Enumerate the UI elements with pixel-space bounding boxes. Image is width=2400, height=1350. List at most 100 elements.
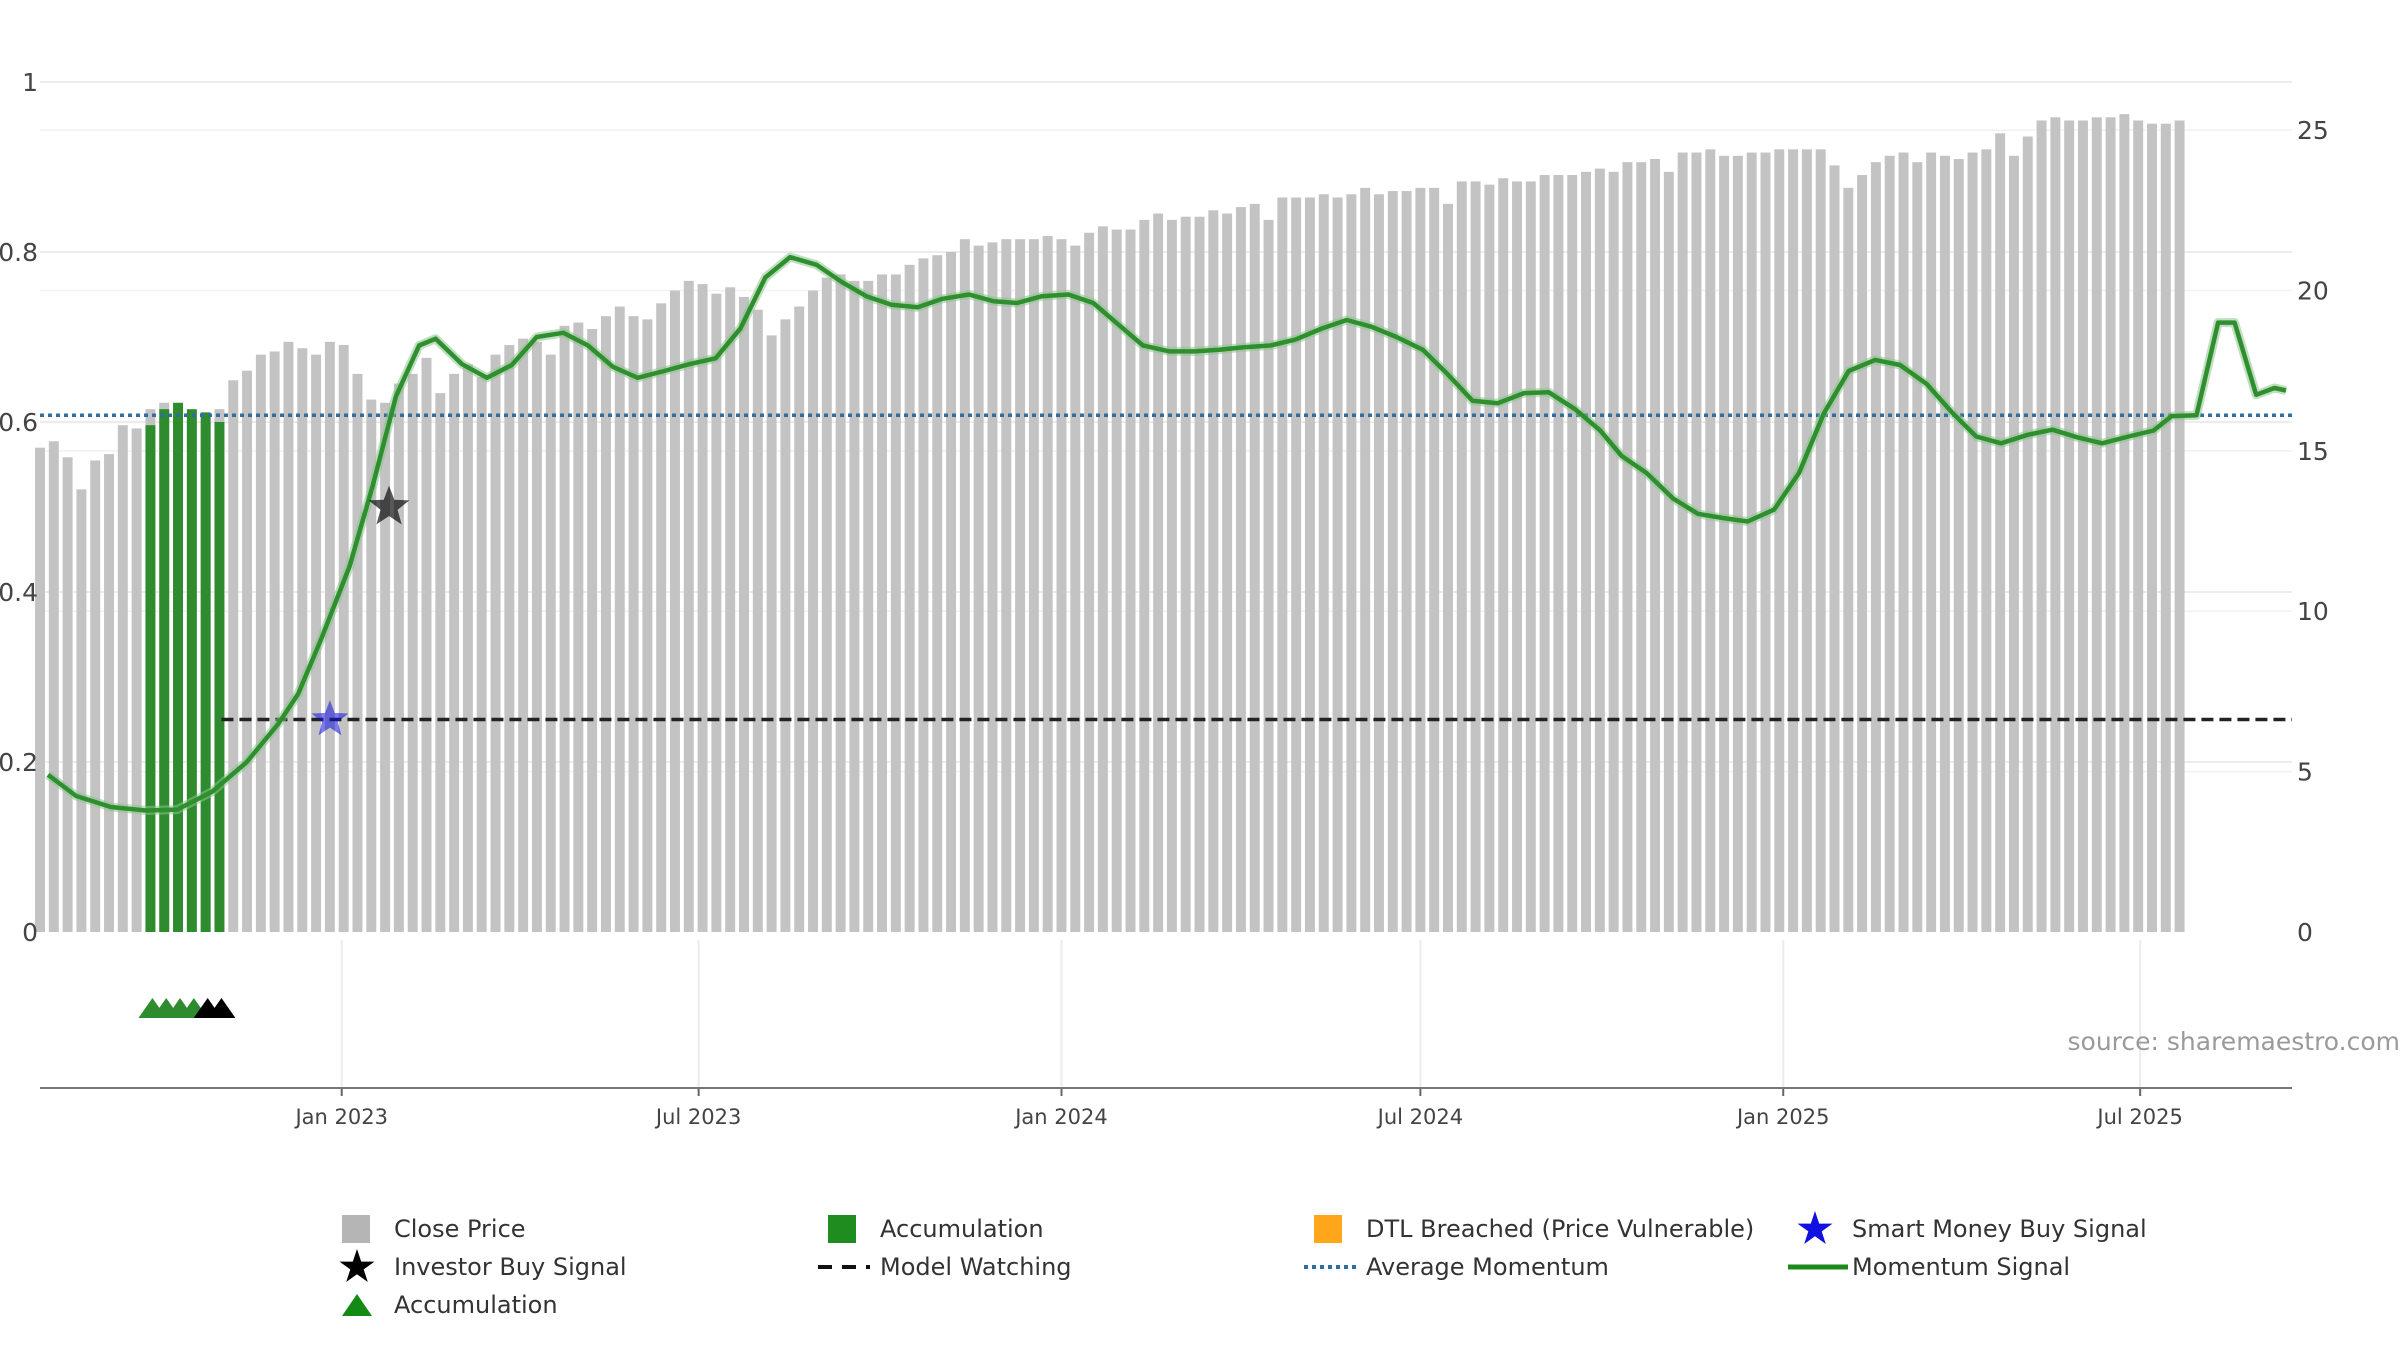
close-price-bar: [131, 428, 142, 932]
x-tick-label: Jan 2024: [1013, 1105, 1108, 1129]
close-price-bar: [1153, 213, 1164, 933]
close-price-bar: [1843, 187, 1854, 932]
close-price-bar: [877, 274, 888, 932]
investor-buy-star-icon: [368, 485, 410, 525]
close-price-bar: [1967, 152, 1978, 932]
legend-item-accumulation-marker: Accumulation: [330, 1286, 558, 1324]
right-tick-label: 0: [2297, 918, 2313, 947]
close-price-bar: [766, 335, 777, 932]
close-price-bar: [2078, 120, 2088, 933]
legend-item-investor-buy: Investor Buy Signal: [330, 1248, 627, 1286]
momentum-signal-line: [46, 254, 2287, 813]
close-price-bar: [1815, 149, 1826, 932]
accumulation-triangle-icon: [330, 1286, 384, 1324]
accumulation-bar: [186, 409, 197, 932]
accumulation-bars: [145, 402, 225, 933]
close-price-bar: [1015, 239, 1026, 933]
signal-lines: [40, 252, 2292, 815]
close-price-bar: [1484, 184, 1495, 933]
x-tick-label: Jul 2025: [2095, 1105, 2182, 1129]
legend-label: DTL Breached (Price Vulnerable): [1366, 1215, 1755, 1243]
close-price-bar: [504, 345, 515, 932]
close-price-bar: [2050, 117, 2061, 932]
close-price-bar: [324, 341, 335, 933]
close-price-bar: [1332, 197, 1343, 933]
close-price-bar: [117, 425, 128, 932]
close-price-bar: [849, 280, 860, 932]
close-price-bar: [297, 348, 308, 932]
close-price-bar: [1663, 171, 1674, 932]
accumulation-bar: [173, 402, 184, 932]
close-price-bar: [1125, 229, 1136, 932]
close-price-bar: [1180, 216, 1191, 932]
right-tick-label: 10: [2297, 597, 2329, 626]
close-price-bar: [1719, 155, 1730, 933]
close-price-bar: [1608, 171, 1619, 932]
accumulation-bar: [159, 409, 170, 932]
legend: Close Price Accumulation DTL Breached (P…: [330, 1210, 2230, 1340]
close-price-bar: [1981, 149, 1992, 932]
close-price-bar: [1953, 158, 1964, 932]
accumulation-bar: [214, 422, 225, 932]
close-price-bar: [808, 290, 818, 932]
legend-label: Investor Buy Signal: [394, 1253, 627, 1281]
close-price-bar: [2064, 120, 2075, 933]
close-price-bar: [1318, 194, 1329, 932]
model-watching-dash-icon: [816, 1248, 870, 1286]
close-price-bar: [490, 354, 501, 933]
right-tick-label: 25: [2297, 116, 2329, 145]
close-price-bar: [228, 380, 239, 932]
close-price-bar: [1898, 152, 1909, 932]
close-price-bar: [1525, 181, 1536, 932]
close-price-bar: [393, 383, 404, 933]
close-price-bar: [656, 303, 667, 932]
close-price-bar: [2174, 120, 2185, 933]
legend-label: Momentum Signal: [1852, 1253, 2071, 1281]
close-price-bar: [1401, 191, 1412, 932]
close-price-bar: [642, 319, 653, 932]
close-price-bar: [683, 280, 694, 932]
close-price-bar: [2008, 155, 2019, 933]
close-price-bar: [1374, 194, 1384, 932]
close-price-bar: [1415, 187, 1426, 932]
legend-item-dtl-breached: DTL Breached (Price Vulnerable): [1302, 1210, 1754, 1248]
close-price-bar: [1042, 235, 1053, 932]
close-price-bar: [1760, 152, 1771, 932]
close-price-bar: [1705, 149, 1716, 932]
close-price-bar: [1166, 219, 1177, 932]
close-price-bar: [242, 370, 253, 932]
close-price-bar: [918, 258, 929, 932]
legend-item-smart-money: Smart Money Buy Signal: [1788, 1210, 2147, 1248]
close-price-bar: [1539, 175, 1550, 933]
close-price-bar: [76, 489, 87, 932]
x-tick-label: Jan 2023: [293, 1105, 388, 1129]
close-price-bar: [1939, 155, 1950, 933]
close-price-bar: [587, 328, 598, 932]
close-price-bar: [1567, 175, 1578, 933]
close-price-bar: [959, 239, 970, 933]
legend-label: Accumulation: [880, 1215, 1044, 1243]
close-price-bar: [1650, 158, 1661, 932]
close-price-bar: [821, 277, 832, 932]
left-tick-label: 0.4: [0, 578, 38, 607]
close-price-bar: [835, 274, 846, 932]
close-price-bar: [407, 373, 418, 932]
close-price-bar: [476, 377, 487, 932]
close-price-bar: [283, 341, 294, 933]
close-price-bar: [104, 454, 114, 932]
close-price-bar: [987, 242, 998, 932]
close-price-bar: [1732, 155, 1743, 933]
average-momentum-dot-icon: [1302, 1248, 1358, 1286]
close-price-bar: [545, 354, 556, 933]
close-price-bar: [1111, 229, 1122, 932]
legend-item-momentum-signal: Momentum Signal: [1788, 1248, 2070, 1286]
x-tick-label: Jul 2024: [1376, 1105, 1463, 1129]
left-tick-label: 0.6: [0, 408, 38, 437]
close-price-bar: [462, 364, 473, 932]
close-price-bar: [352, 373, 363, 932]
close-price-bar: [1746, 152, 1757, 932]
close-price-bar: [1208, 210, 1219, 932]
close-price-bar: [1995, 133, 2006, 933]
close-price-bar: [946, 252, 957, 932]
close-price-bar: [1291, 197, 1302, 933]
